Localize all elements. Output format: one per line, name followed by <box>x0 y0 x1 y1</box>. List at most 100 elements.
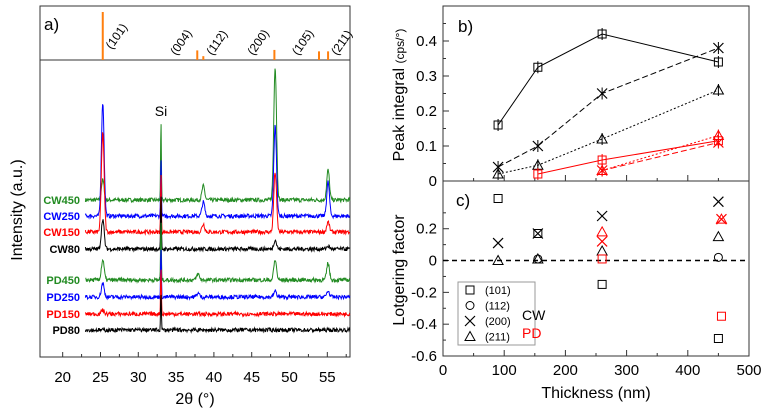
xrd-trace-pd450 <box>85 222 351 284</box>
legend-group-cw: CW <box>522 307 546 323</box>
series-line-pd <box>602 142 719 171</box>
panel-b-ylabel: Peak integral (cps/°) <box>391 29 408 162</box>
data-point-triangle <box>596 244 608 256</box>
data-point-square <box>597 155 607 165</box>
x-tick-label: 0 <box>439 362 447 379</box>
legend-box <box>457 281 536 346</box>
panel-a-label: a) <box>44 15 59 34</box>
xrd-trace-cw450 <box>84 68 351 204</box>
x-tick-label: 400 <box>675 362 700 379</box>
panel-b: b) Peak integral (cps/°) 0 0.1 0.2 0.3 0.4 <box>391 5 750 190</box>
legend-group-pd: PD <box>522 325 541 341</box>
legend-marker-square <box>465 285 475 295</box>
x-tick-label: 30 <box>130 369 147 386</box>
reference-peak-label: (004) <box>167 27 195 58</box>
data-point-triangle <box>715 213 728 224</box>
y-tick-label: 0.2 <box>416 221 437 238</box>
x-tick-label: 55 <box>319 369 336 386</box>
data-point-x <box>532 228 544 239</box>
y-tick-label: 0.4 <box>416 33 437 50</box>
data-point-x <box>716 213 727 225</box>
data-point-triangle <box>712 230 725 242</box>
series-line-pd <box>601 135 719 171</box>
data-point-square <box>533 229 543 238</box>
y-tick-label: 0.2 <box>416 103 437 120</box>
y-tick-label: -0.6 <box>411 348 437 365</box>
y-tick-label: 0 <box>429 253 437 270</box>
y-tick-label: -0.4 <box>411 316 437 333</box>
trace-label: PD80 <box>52 325 80 337</box>
legend-label: (101) <box>485 285 511 297</box>
data-point-square <box>597 29 607 39</box>
y-tick-label: 0.3 <box>416 68 437 85</box>
data-point-triangle <box>596 225 608 237</box>
legend-label: (211) <box>485 332 510 344</box>
reference-peak-label: (105) <box>289 27 317 58</box>
xrd-trace-cw80 <box>84 196 351 253</box>
data-point-triangle <box>492 254 504 266</box>
data-point-triangle <box>596 164 608 175</box>
trace-label: PD250 <box>46 292 80 304</box>
panel-b-ylabel-main: Peak integral <box>391 68 408 161</box>
reference-peak-label: (200) <box>244 27 272 58</box>
trace-label: PD450 <box>46 275 80 287</box>
legend-marker-triangle <box>464 330 476 341</box>
x-tick-label: 100 <box>492 362 517 379</box>
reference-peak-label: (112) <box>203 27 230 57</box>
x-tick-label: 500 <box>736 362 761 379</box>
data-point-triangle <box>532 252 544 264</box>
series-line-pd <box>537 140 719 175</box>
data-point-square <box>716 311 726 321</box>
legend-marker-circle <box>465 301 475 310</box>
data-point-triangle <box>712 129 725 140</box>
panel-a: a) 2θ (°) Intensity (a.u.) Si 20 25 30 35 40… <box>9 5 355 408</box>
panel-a-ylabel: Intensity (a.u.) <box>9 159 26 260</box>
xrd-trace-cw150 <box>84 132 351 236</box>
data-point-square <box>713 57 723 67</box>
data-point-square <box>597 254 607 264</box>
x-tick-label: 35 <box>168 369 185 386</box>
data-point-x <box>596 210 608 222</box>
y-tick-label: -0.2 <box>411 284 437 301</box>
panel-b-label: b) <box>458 17 473 36</box>
x-tick-label: 20 <box>54 369 71 386</box>
y-tick-label: 0 <box>429 173 437 190</box>
panel-b-frame <box>442 5 750 182</box>
panel-c-ylabel: Lotgering factor <box>391 214 408 326</box>
legend-label: (200) <box>485 316 511 328</box>
data-point-x <box>532 140 544 152</box>
x-tick-label: 200 <box>553 362 578 379</box>
data-point-square <box>713 334 723 343</box>
x-tick-label: 40 <box>206 369 223 386</box>
data-point-square <box>533 169 543 179</box>
xrd-trace-pd250 <box>84 249 351 301</box>
series-line-cw <box>497 33 719 126</box>
legend-marker-x <box>464 315 476 327</box>
data-point-x <box>492 161 504 173</box>
xrd-trace-pd150 <box>84 269 351 318</box>
x-tick-label: 50 <box>281 369 298 386</box>
data-point-x <box>712 196 724 208</box>
x-tick-label: 45 <box>243 369 260 386</box>
series-line-cw <box>497 89 719 175</box>
reference-peak-label: (211) <box>328 27 355 57</box>
trace-label: CW250 <box>43 211 80 223</box>
data-point-triangle <box>596 132 608 144</box>
data-point-square <box>533 62 543 72</box>
reference-peak-label: (101) <box>103 21 131 52</box>
data-point-x <box>596 236 608 247</box>
legend-label: (112) <box>485 301 510 313</box>
data-point-triangle <box>492 167 504 179</box>
trace-label: CW150 <box>43 227 80 239</box>
panel-c-xlabel: Thickness (nm) <box>541 385 650 402</box>
y-tick-label: 0.1 <box>416 138 437 155</box>
panel-c: c) Thickness (nm) Lotgering factor -0.6 -… <box>391 180 762 402</box>
data-point-x <box>492 237 504 249</box>
panel-b-ylabel-unit: (cps/°) <box>393 29 407 64</box>
x-tick-label: 25 <box>92 369 109 386</box>
xrd-trace-pd80 <box>84 294 351 334</box>
si-annotation: Si <box>155 103 167 119</box>
data-point-x <box>596 88 608 99</box>
data-point-circle <box>713 252 723 262</box>
